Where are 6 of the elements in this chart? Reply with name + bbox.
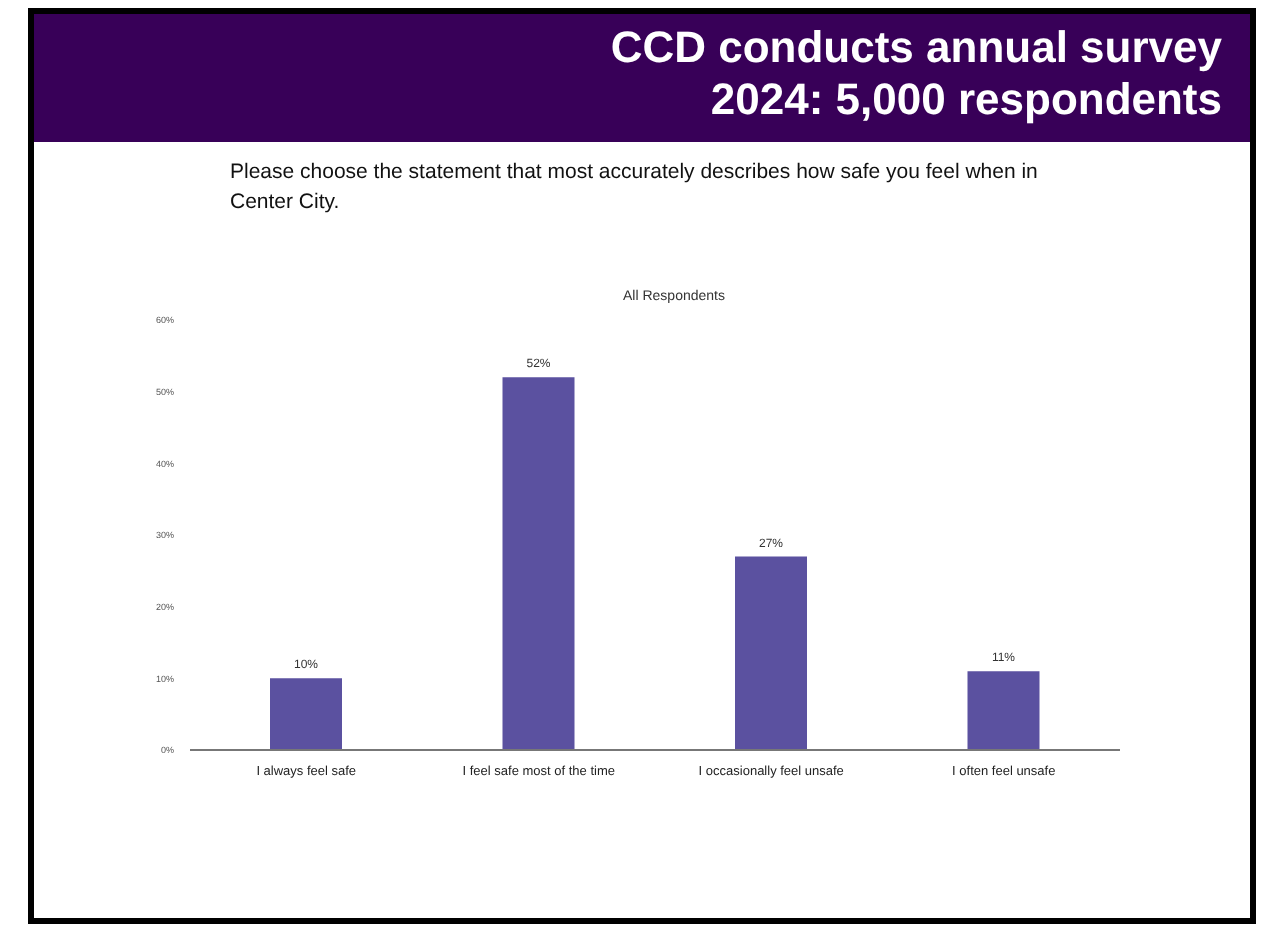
bar	[270, 678, 342, 750]
chart-subtitle: Please choose the statement that most accurately describes how safe you feel when in Center City.	[230, 158, 1040, 218]
bar	[502, 377, 575, 750]
chart-title: CCD conducts annual survey 2024: 5,000 respondents	[34, 14, 1250, 142]
bar	[967, 671, 1040, 750]
bar	[735, 556, 807, 750]
